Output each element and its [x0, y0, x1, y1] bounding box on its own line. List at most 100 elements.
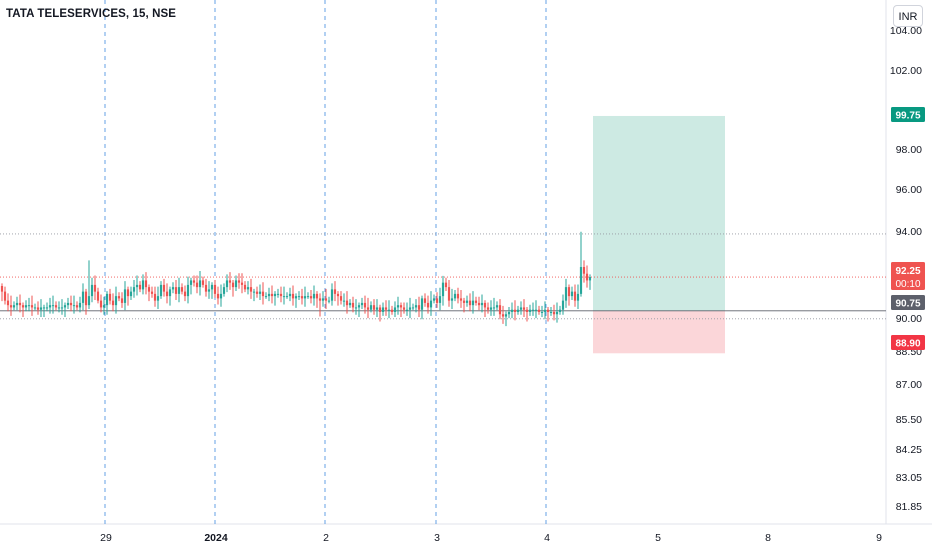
- candle-body: [588, 277, 592, 281]
- entry-price-label-bg: [891, 295, 925, 310]
- candle-body: [315, 293, 319, 299]
- x-tick-label: 8: [765, 532, 771, 544]
- candle-body: [543, 309, 547, 312]
- candle-body: [579, 267, 583, 294]
- candle-body: [126, 289, 130, 297]
- candle-body: [321, 298, 325, 301]
- candle-body: [81, 291, 85, 303]
- x-tick-label: 3: [434, 532, 440, 544]
- candle-body: [192, 280, 196, 283]
- candle-body: [66, 302, 70, 306]
- candle-body: [153, 293, 157, 301]
- candle-body: [477, 302, 481, 306]
- candle-body: [495, 305, 499, 308]
- candle-body: [366, 307, 370, 310]
- candle-body: [324, 298, 328, 301]
- candle-body: [429, 300, 433, 308]
- candle-body: [114, 296, 118, 306]
- y-tick-label: 94.00: [896, 226, 922, 238]
- y-tick-label: 83.05: [896, 472, 922, 484]
- candle-body: [150, 291, 154, 294]
- candle-body: [345, 300, 349, 306]
- candle-body: [6, 300, 10, 306]
- candle-body: [528, 309, 532, 312]
- candle-body: [561, 300, 565, 310]
- candle-body: [330, 289, 334, 301]
- candle-body: [219, 293, 223, 299]
- y-tick-label: 98.00: [896, 144, 922, 156]
- candle-body: [180, 287, 184, 292]
- candle-body: [336, 293, 340, 297]
- candle-body: [201, 280, 205, 285]
- candle-body: [546, 309, 550, 312]
- candle-body: [87, 296, 91, 306]
- candle-body: [141, 280, 145, 290]
- candle-body: [465, 300, 469, 303]
- candle-body: [255, 291, 259, 294]
- candle-body: [177, 287, 181, 294]
- candle-body: [456, 293, 460, 299]
- candle-body: [24, 305, 28, 308]
- x-tick-label: 5: [655, 532, 661, 544]
- candle-body: [3, 291, 7, 301]
- currency-button[interactable]: INR: [893, 5, 923, 27]
- candle-body: [294, 296, 298, 299]
- candle-body: [390, 309, 394, 312]
- candle-body: [504, 314, 508, 317]
- candle-body: [243, 284, 247, 290]
- candle-body: [426, 302, 430, 308]
- candle-body: [189, 280, 193, 285]
- candle-body: [573, 291, 577, 301]
- candle-body: [498, 305, 502, 315]
- x-tick-label: 2024: [204, 532, 228, 544]
- countdown-label: 00:10: [895, 279, 920, 290]
- candle-body: [312, 293, 316, 299]
- candle-body: [96, 291, 100, 301]
- last-price-bg: [891, 262, 925, 290]
- y-tick-label: 102.00: [890, 65, 922, 77]
- candle-body: [240, 282, 244, 285]
- profit-zone: [593, 115, 725, 311]
- candle-body: [333, 289, 337, 294]
- candle-body: [258, 291, 262, 294]
- candle-body: [18, 302, 22, 306]
- candle-body: [441, 282, 445, 297]
- candle-body: [63, 305, 67, 308]
- candle-body: [348, 302, 352, 306]
- candle-body: [489, 307, 493, 310]
- candle-body: [117, 296, 121, 299]
- target-price-label: 99.75: [895, 111, 920, 122]
- candle-body: [231, 282, 235, 288]
- candle-body: [291, 293, 295, 299]
- candle-body: [42, 307, 46, 309]
- candle-body: [93, 284, 97, 292]
- candle-body: [21, 305, 25, 308]
- candle-body: [51, 305, 55, 307]
- candle-body: [261, 291, 265, 297]
- candle-body: [138, 284, 142, 290]
- candle-body: [537, 309, 541, 312]
- candle-body: [342, 300, 346, 302]
- candle-body: [270, 293, 274, 297]
- candle-body: [27, 305, 31, 307]
- candle-body: [15, 302, 19, 306]
- candle-body: [84, 291, 88, 306]
- candle-body: [183, 291, 187, 297]
- candle-body: [30, 305, 34, 308]
- candle-body: [222, 287, 226, 294]
- x-tick-label: 9: [876, 532, 882, 544]
- candle-body: [90, 284, 94, 297]
- candle-body: [147, 287, 151, 292]
- y-tick-label: 96.00: [896, 184, 922, 196]
- candle-body: [372, 305, 376, 310]
- candle-body: [423, 298, 427, 303]
- candle-body: [69, 302, 73, 306]
- candle-body: [225, 280, 229, 288]
- candle-body: [195, 282, 199, 288]
- candle-body: [384, 307, 388, 310]
- candle-body: [75, 305, 79, 308]
- candle-body: [36, 307, 40, 310]
- candle-body: [144, 280, 148, 288]
